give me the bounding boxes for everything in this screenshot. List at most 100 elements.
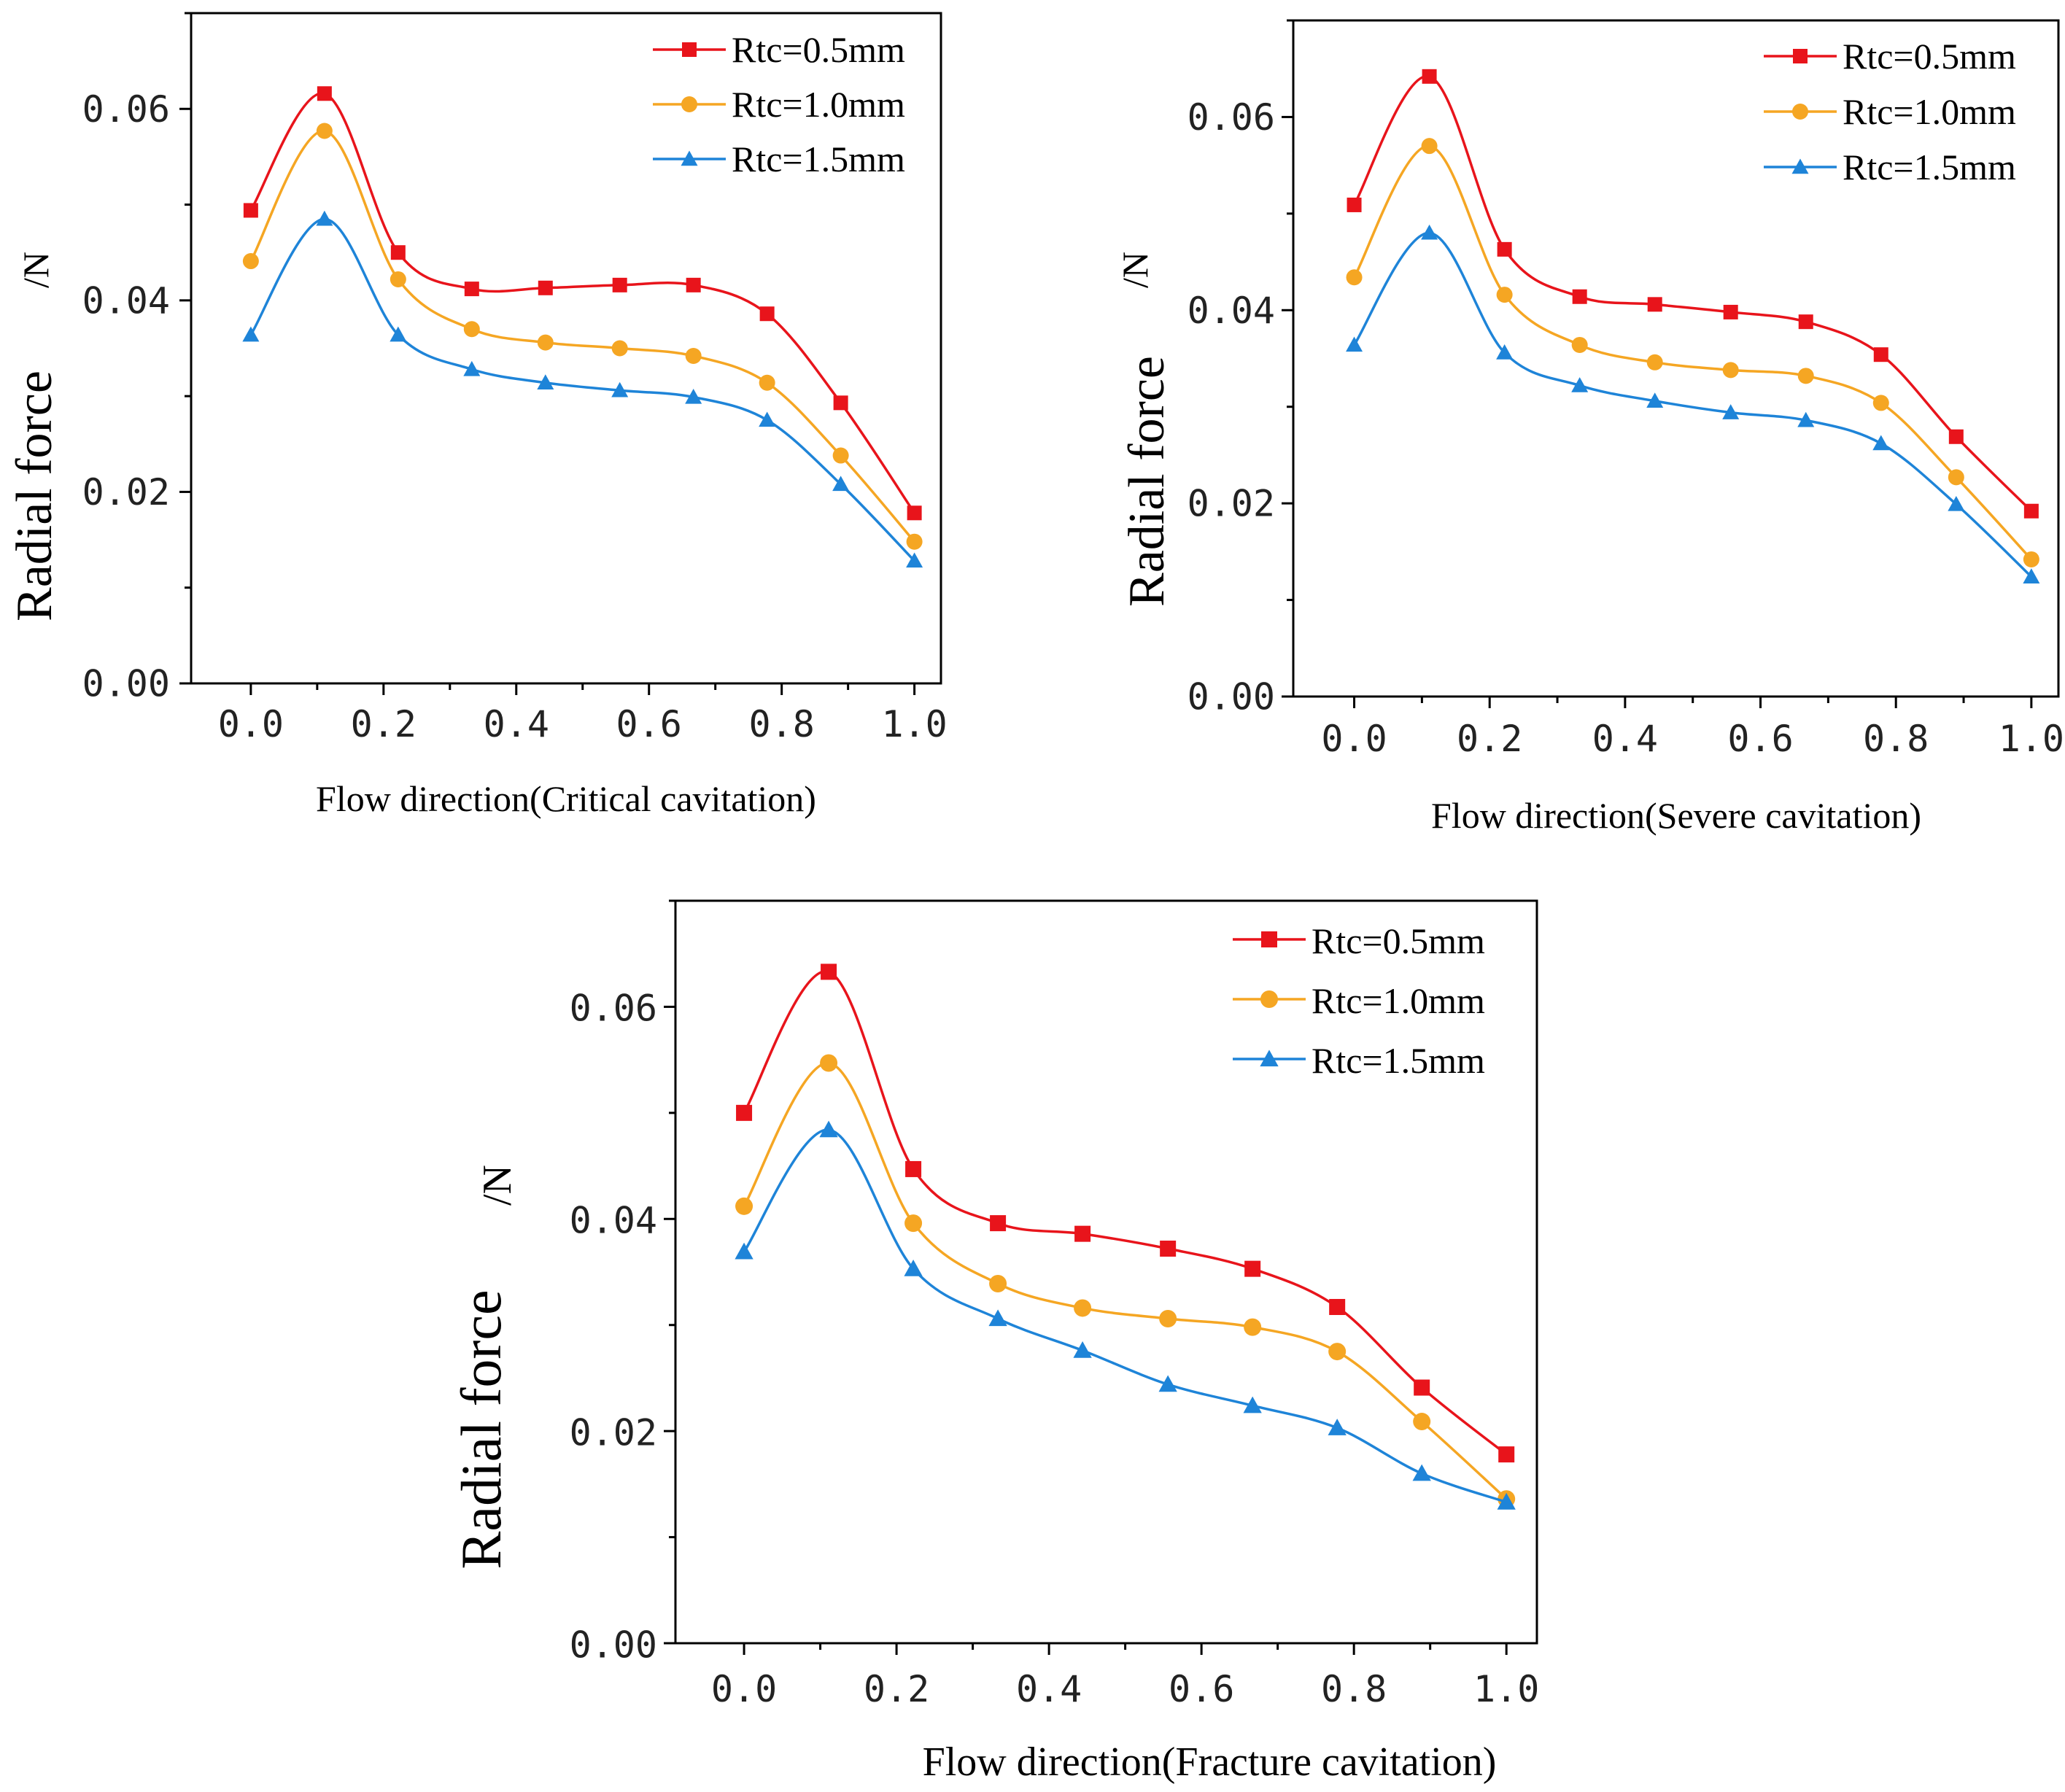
- series-line: [743, 1128, 1507, 1504]
- chart-panel-1: 0.00 0.02 0.04 0.06 0.0 0.2 0.4 0.6 0.8 1.0 Flow d…: [7, 12, 948, 819]
- y-tick-label: 0.02: [1188, 483, 1275, 525]
- data-point: [390, 326, 407, 342]
- data-point: [685, 388, 702, 404]
- x-tick-label: 1.0: [881, 703, 947, 745]
- series-line: [1353, 231, 2033, 578]
- data-point: [1571, 377, 1589, 392]
- data-point: [463, 321, 480, 338]
- y-tick-label: 0.06: [570, 988, 657, 1030]
- y-axis-unit: /N: [15, 252, 56, 288]
- legend-label: Rtc=1.5mm: [1843, 147, 2016, 187]
- legend-entry: Rtc=1.5mm: [1764, 147, 2016, 187]
- data-point: [1948, 429, 1964, 444]
- data-point: [989, 1274, 1007, 1292]
- data-point: [1722, 404, 1740, 419]
- data-point: [316, 123, 333, 139]
- data-point: [1244, 1260, 1261, 1277]
- x-tick-label: 0.4: [1592, 718, 1658, 760]
- data-point: [759, 374, 775, 391]
- data-point: [1329, 1298, 1346, 1315]
- legend-entry: Rtc=1.0mm: [1764, 91, 2016, 132]
- x-axis-title: Flow direction(Critical cavitation): [316, 778, 816, 819]
- data-point: [988, 1309, 1007, 1327]
- data-point: [1074, 1299, 1092, 1317]
- x-tick-label: 1.0: [1999, 718, 2064, 760]
- series-2: [242, 123, 923, 550]
- x-axis-title: Flow direction(Severe cavitation): [1431, 795, 1921, 836]
- data-point: [1497, 241, 1512, 257]
- data-point: [821, 963, 837, 980]
- legend-entry: Rtc=0.5mm: [1233, 920, 1485, 961]
- series-line: [1353, 144, 2033, 561]
- legend-marker: [681, 150, 698, 166]
- data-point: [1421, 224, 1438, 240]
- legend-entry: Rtc=1.5mm: [1233, 1040, 1485, 1081]
- x-tick-label: 0.6: [1727, 718, 1793, 760]
- y-axis-title: Radial force: [1119, 356, 1175, 607]
- data-point: [242, 253, 259, 270]
- series-2: [735, 1054, 1516, 1508]
- data-point: [464, 282, 479, 297]
- y-tick-label: 0.02: [570, 1411, 657, 1454]
- data-point: [1722, 362, 1739, 379]
- data-point: [1346, 269, 1363, 286]
- data-point: [907, 505, 922, 521]
- x-tick-label: 0.0: [218, 703, 284, 745]
- series-1: [736, 963, 1515, 1463]
- data-point: [1872, 435, 1890, 451]
- data-point: [1647, 297, 1662, 312]
- data-point: [463, 360, 481, 376]
- x-tick-label: 0.0: [711, 1668, 777, 1710]
- legend-entry: Rtc=1.0mm: [653, 84, 905, 125]
- data-point: [611, 381, 629, 397]
- data-point: [1797, 411, 1815, 427]
- data-point: [611, 340, 628, 357]
- data-point: [537, 334, 554, 351]
- legend-marker: [1793, 49, 1808, 63]
- data-point: [1414, 1379, 1430, 1396]
- data-point: [904, 1259, 923, 1276]
- y-axis-title: Radial force: [449, 1289, 513, 1569]
- x-tick-label: 1.0: [1473, 1668, 1539, 1710]
- data-point: [1646, 392, 1664, 408]
- data-point: [735, 1197, 753, 1215]
- plot-frame: [190, 12, 942, 685]
- legend-label: Rtc=1.0mm: [1312, 980, 1485, 1021]
- legend-marker: [1792, 104, 1808, 120]
- series-line: [249, 129, 915, 543]
- data-point: [390, 271, 406, 287]
- data-point: [1412, 1464, 1431, 1481]
- y-tick-label: 0.00: [570, 1624, 657, 1666]
- series-line: [249, 92, 916, 514]
- series-2: [1346, 138, 2039, 567]
- legend-marker: [1260, 990, 1278, 1008]
- x-tick-label: 0.2: [1457, 718, 1522, 760]
- data-point: [1422, 69, 1437, 84]
- data-point: [1498, 1446, 1515, 1463]
- data-point: [1497, 1492, 1516, 1510]
- data-point: [832, 447, 849, 464]
- data-point: [736, 1104, 753, 1121]
- y-tick-label: 0.00: [1188, 676, 1275, 718]
- data-point: [1948, 469, 1964, 486]
- data-point: [242, 326, 260, 342]
- data-point: [1572, 289, 1587, 304]
- legend-entry: Rtc=1.0mm: [1233, 980, 1485, 1021]
- data-point: [1496, 344, 1514, 360]
- data-point: [1798, 314, 1813, 330]
- data-point: [317, 86, 332, 101]
- data-point: [1073, 1341, 1092, 1358]
- x-tick-label: 0.4: [1016, 1668, 1082, 1710]
- data-point: [1074, 1225, 1091, 1242]
- data-point: [1421, 138, 1438, 155]
- y-tick-label: 0.00: [82, 663, 170, 705]
- data-point: [759, 411, 776, 427]
- data-point: [1873, 347, 1888, 362]
- x-tick-label: 0.8: [1321, 1668, 1387, 1710]
- x-axis-title: Flow direction(Fracture cavitation): [923, 1739, 1497, 1785]
- y-tick-label: 0.02: [82, 471, 170, 513]
- data-point: [1243, 1396, 1262, 1413]
- legend-label: Rtc=0.5mm: [732, 29, 905, 70]
- data-point: [1571, 336, 1588, 353]
